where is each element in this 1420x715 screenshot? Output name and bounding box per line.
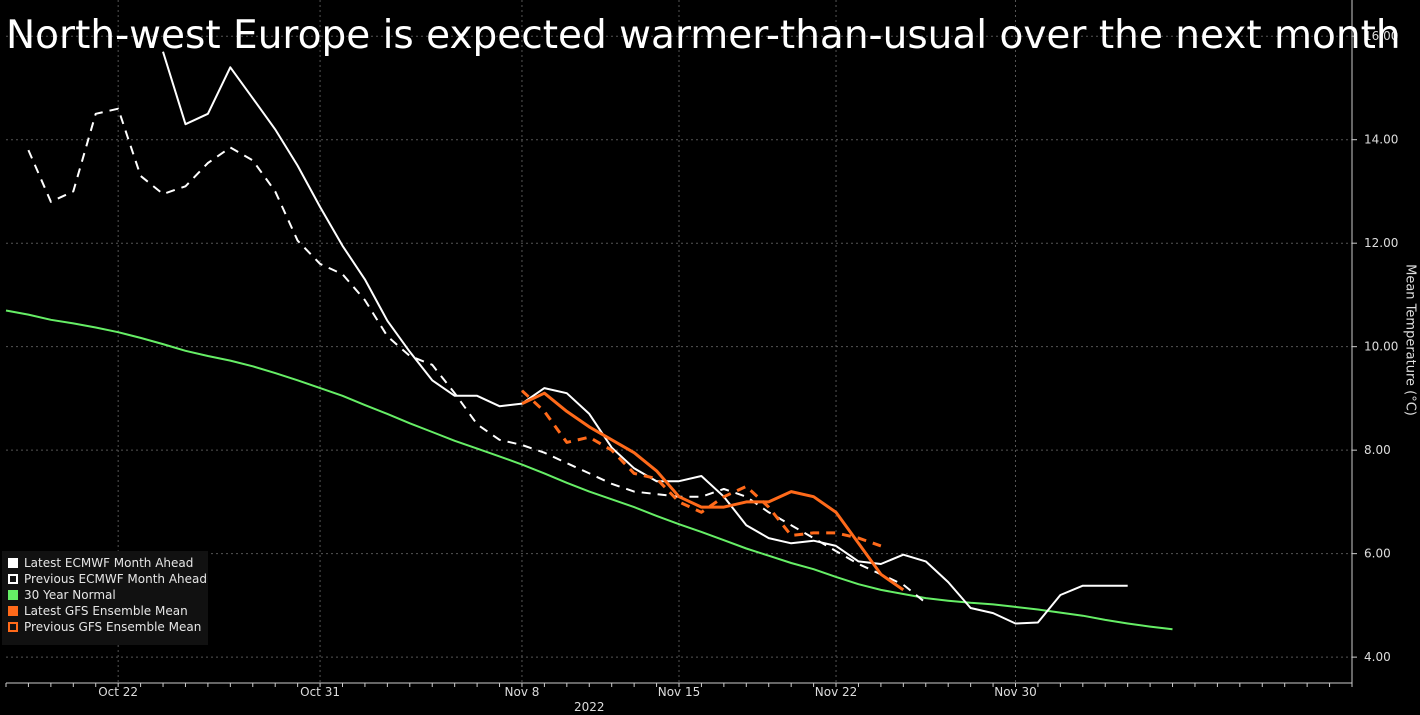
legend-item: 30 Year Normal [2, 587, 208, 603]
legend-swatch [8, 574, 18, 584]
y-tick-label: 14.00 [1364, 133, 1398, 147]
legend: Latest ECMWF Month Ahead Previous ECMWF … [2, 551, 208, 645]
x-tick-label: Oct 31 [300, 685, 340, 699]
x-tick-label: Nov 30 [994, 685, 1037, 699]
x-tick-label: Nov 8 [505, 685, 540, 699]
legend-item: Previous ECMWF Month Ahead [2, 571, 208, 587]
x-tick-label: Nov 22 [815, 685, 858, 699]
legend-item: Previous GFS Ensemble Mean [2, 619, 208, 635]
legend-swatch [8, 622, 18, 632]
legend-swatch [8, 558, 18, 568]
y-tick-label: 8.00 [1364, 443, 1391, 457]
y-tick-label: 6.00 [1364, 547, 1391, 561]
chart-title: North-west Europe is expected warmer-tha… [6, 13, 1401, 58]
legend-item: Latest ECMWF Month Ahead [2, 555, 208, 571]
x-tick-label: Nov 15 [658, 685, 701, 699]
legend-swatch [8, 590, 18, 600]
y-axis-label: Mean Temperature (°C) [1402, 264, 1418, 416]
legend-swatch [8, 606, 18, 616]
series-line-30-year-normal [5, 309, 1173, 631]
legend-label: Latest ECMWF Month Ahead [24, 556, 194, 570]
legend-label: Latest GFS Ensemble Mean [24, 604, 188, 618]
x-tick-label: Oct 22 [98, 685, 138, 699]
x-axis-label: 2022 [574, 700, 605, 714]
series-line-latest-gfs-ensemble-mean [521, 391, 905, 592]
y-tick-label: 10.00 [1364, 340, 1398, 354]
series-line-previous-ecmwf-month-ahead [27, 107, 927, 604]
legend-label: Previous ECMWF Month Ahead [24, 572, 208, 586]
y-tick-label: 12.00 [1364, 236, 1398, 250]
legend-label: 30 Year Normal [24, 588, 116, 602]
legend-label: Previous GFS Ensemble Mean [24, 620, 202, 634]
y-tick-label: 4.00 [1364, 650, 1391, 664]
series-line-previous-gfs-ensemble-mean [520, 389, 882, 548]
legend-item: Latest GFS Ensemble Mean [2, 603, 208, 619]
y-tick-label: 16.00 [1364, 29, 1398, 43]
series-line-latest-ecmwf-month-ahead [162, 51, 1128, 625]
